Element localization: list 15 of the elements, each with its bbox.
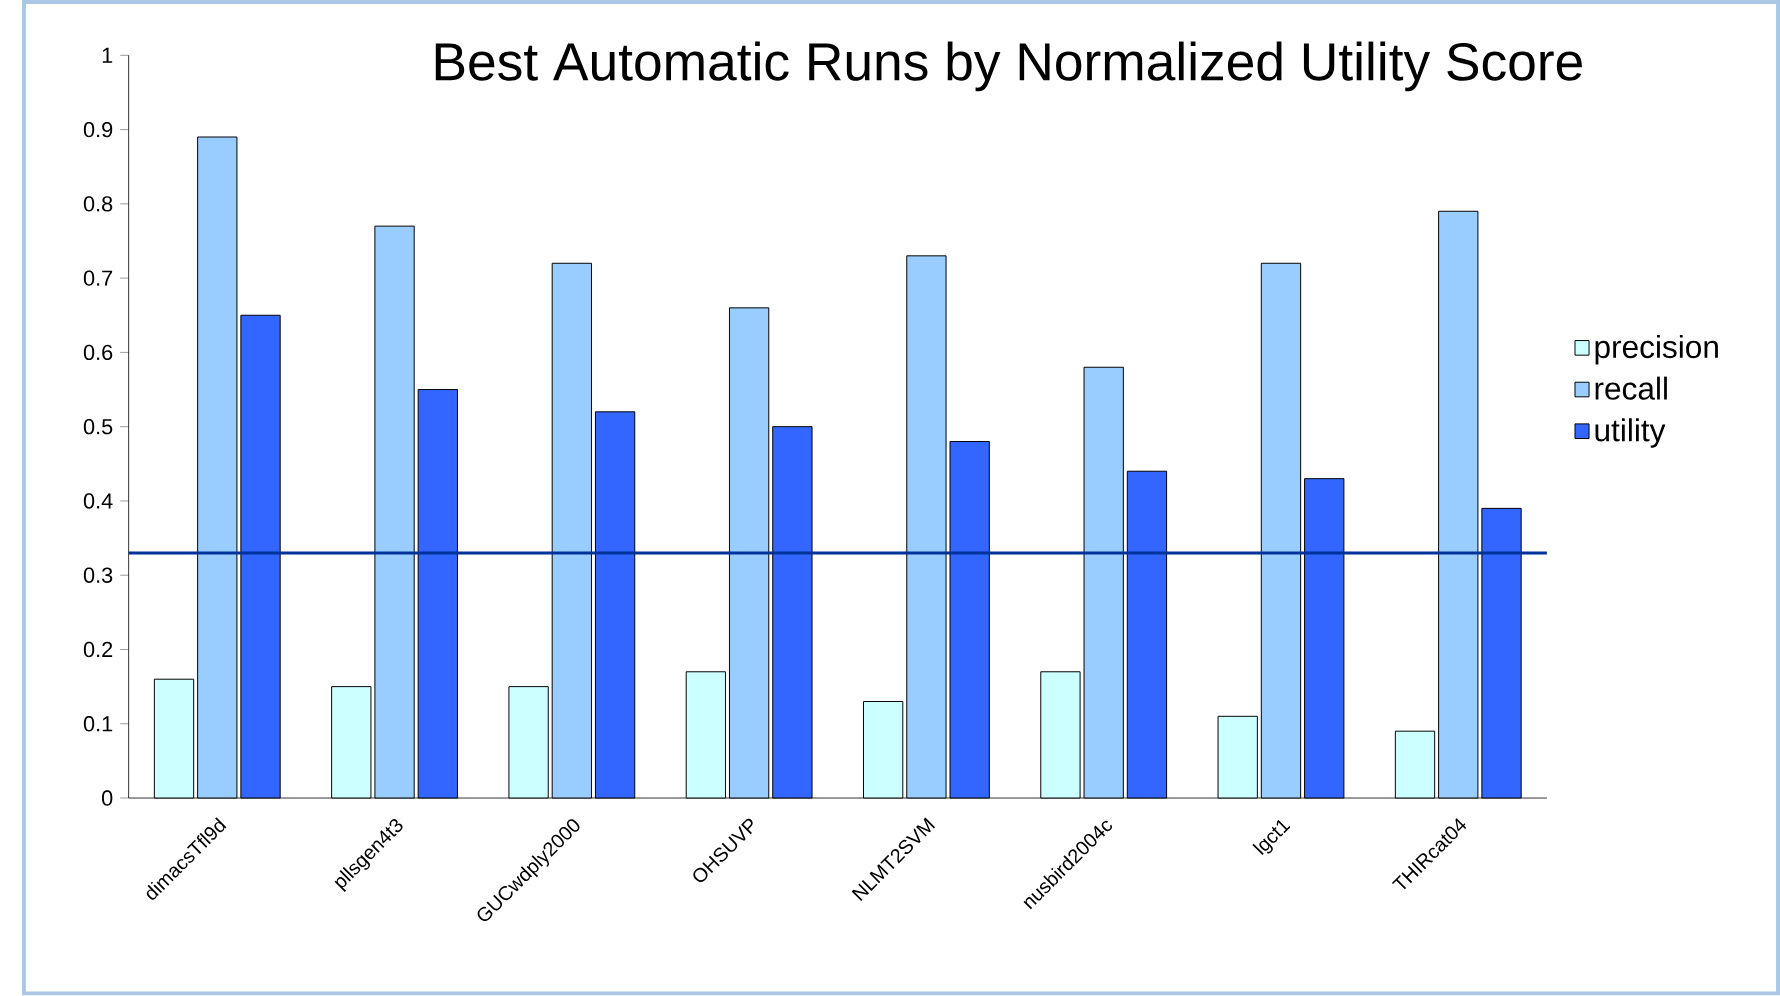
- legend-label: precision: [1595, 335, 1718, 365]
- y-tick-label: 1: [102, 48, 113, 63]
- legend-label: utility: [1595, 418, 1666, 448]
- legend-label: recall: [1595, 376, 1667, 401]
- y-tick-label: 0.9: [83, 122, 113, 138]
- y-tick-label: 0.7: [83, 270, 113, 287]
- y-tick-label: 0: [101, 790, 113, 806]
- y-tick-label: 0.1: [83, 716, 113, 732]
- y-tick-label: 0.3: [83, 567, 113, 584]
- chart-title: Best Automatic Runs by Normalized Utility Score: [435, 41, 1582, 92]
- y-tick-label: 0.5: [83, 419, 113, 435]
- y-tick-label: 0.4: [83, 493, 113, 509]
- y-tick-label: 0.2: [83, 642, 113, 658]
- y-tick-label: 0.8: [83, 196, 113, 212]
- y-tick-label: 0.6: [83, 344, 113, 361]
